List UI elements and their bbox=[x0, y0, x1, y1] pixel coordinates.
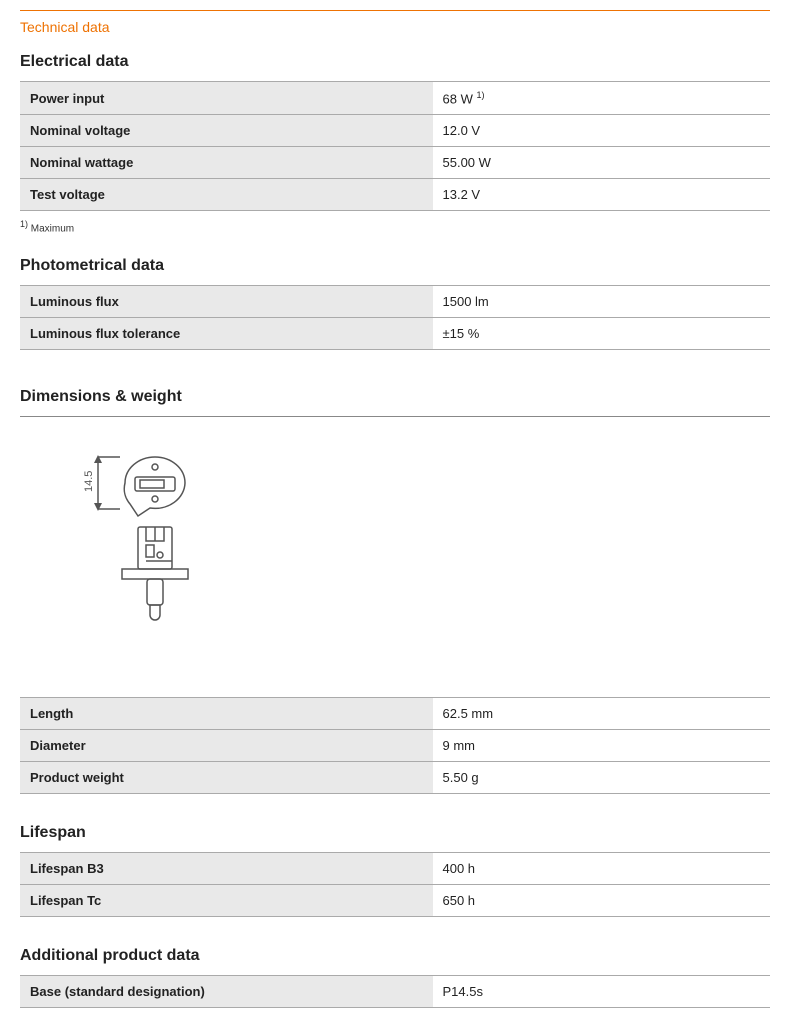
row-label: Lifespan B3 bbox=[20, 852, 433, 884]
row-label: Nominal wattage bbox=[20, 147, 433, 179]
row-value: 400 h bbox=[433, 852, 771, 884]
row-label: Base (standard designation) bbox=[20, 975, 433, 1007]
table-row: Lifespan B3 400 h bbox=[20, 852, 770, 884]
row-value: ±15 % bbox=[433, 317, 771, 349]
bulb-diagram: 14.5 bbox=[20, 447, 770, 667]
table-row: Base (standard designation) P14.5s bbox=[20, 975, 770, 1007]
row-value: 5.50 g bbox=[433, 761, 771, 793]
photometrical-heading: Photometrical data bbox=[20, 257, 770, 275]
row-value: P14.5s bbox=[433, 975, 771, 1007]
electrical-footnote: 1) Maximum bbox=[20, 219, 770, 234]
row-value: 1500 lm bbox=[433, 285, 771, 317]
row-label: Length bbox=[20, 697, 433, 729]
row-label: Diameter bbox=[20, 729, 433, 761]
lifespan-table: Lifespan B3 400 h Lifespan Tc 650 h bbox=[20, 852, 770, 917]
table-row: Diameter 9 mm bbox=[20, 729, 770, 761]
dimensions-heading: Dimensions & weight bbox=[20, 388, 770, 417]
electrical-table: Power input 68 W 1) Nominal voltage 12.0… bbox=[20, 81, 770, 211]
lifespan-heading: Lifespan bbox=[20, 824, 770, 842]
row-value: 13.2 V bbox=[433, 179, 771, 211]
table-row: Nominal wattage 55.00 W bbox=[20, 147, 770, 179]
dimensions-table: Length 62.5 mm Diameter 9 mm Product wei… bbox=[20, 697, 770, 794]
photometrical-table: Luminous flux 1500 lm Luminous flux tole… bbox=[20, 285, 770, 350]
additional-heading: Additional product data bbox=[20, 947, 770, 965]
row-label: Product weight bbox=[20, 761, 433, 793]
row-value: 62.5 mm bbox=[433, 697, 771, 729]
row-label: Luminous flux tolerance bbox=[20, 317, 433, 349]
row-label: Test voltage bbox=[20, 179, 433, 211]
page-title: Technical data bbox=[20, 11, 770, 53]
table-row: Luminous flux tolerance ±15 % bbox=[20, 317, 770, 349]
row-value: 9 mm bbox=[433, 729, 771, 761]
row-label: Power input bbox=[20, 82, 433, 115]
row-value: 68 W 1) bbox=[433, 82, 771, 115]
additional-table: Base (standard designation) P14.5s bbox=[20, 975, 770, 1008]
dim-label: 14.5 bbox=[83, 470, 95, 491]
row-value: 650 h bbox=[433, 884, 771, 916]
electrical-heading: Electrical data bbox=[20, 53, 770, 71]
row-label: Lifespan Tc bbox=[20, 884, 433, 916]
table-row: Length 62.5 mm bbox=[20, 697, 770, 729]
table-row: Lifespan Tc 650 h bbox=[20, 884, 770, 916]
table-row: Test voltage 13.2 V bbox=[20, 179, 770, 211]
row-value: 12.0 V bbox=[433, 115, 771, 147]
table-row: Product weight 5.50 g bbox=[20, 761, 770, 793]
row-label: Luminous flux bbox=[20, 285, 433, 317]
table-row: Power input 68 W 1) bbox=[20, 82, 770, 115]
table-row: Nominal voltage 12.0 V bbox=[20, 115, 770, 147]
row-value: 55.00 W bbox=[433, 147, 771, 179]
table-row: Luminous flux 1500 lm bbox=[20, 285, 770, 317]
row-label: Nominal voltage bbox=[20, 115, 433, 147]
